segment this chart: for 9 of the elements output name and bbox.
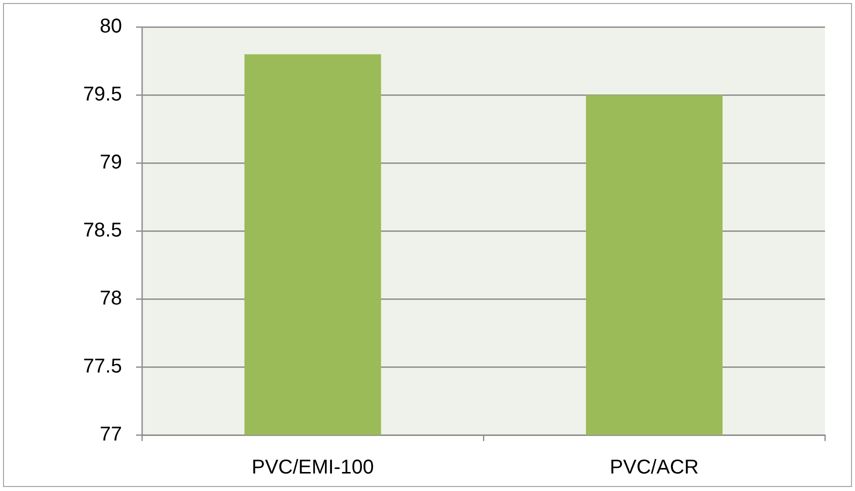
- y-tick-label: 77: [100, 424, 122, 446]
- y-tick-label: 78: [100, 288, 122, 310]
- y-tick-label: 79: [100, 152, 122, 174]
- x-tick-label: PVC/EMI-100: [252, 456, 374, 479]
- y-tick-label: 79.5: [83, 84, 122, 106]
- y-tick-label: 78.5: [83, 220, 122, 242]
- y-tick-label: 80: [100, 16, 122, 38]
- y-tick-label: 77.5: [83, 356, 122, 378]
- x-tick-label: PVC/ACR: [610, 456, 699, 479]
